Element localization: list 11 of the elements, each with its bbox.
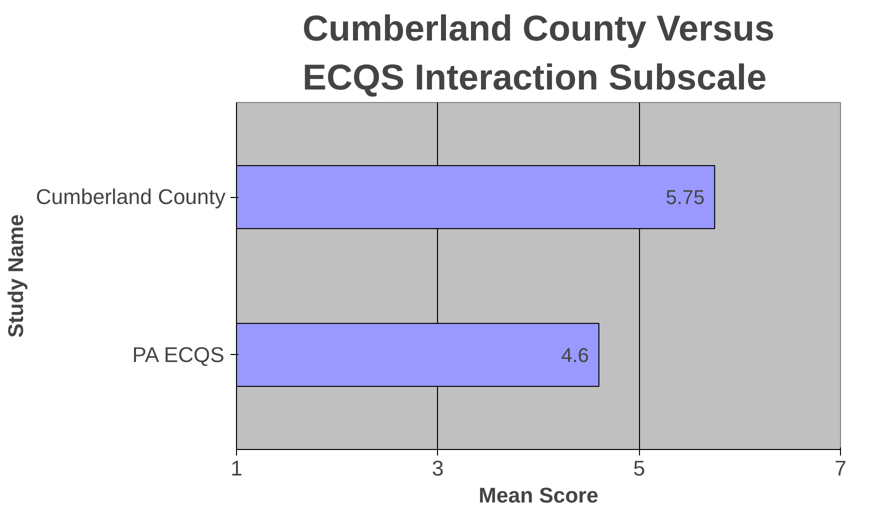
chart-title: Cumberland County Versus ECQS Interaction Subscale <box>302 7 775 98</box>
x-tick-label: 3 <box>432 456 444 480</box>
x-tick-label: 1 <box>230 456 242 480</box>
x-tick-label: 7 <box>834 456 846 480</box>
y-tick-label: PA ECQS <box>132 342 224 367</box>
x-tick-label: 5 <box>633 456 646 480</box>
y-tick-label: Cumberland County <box>36 185 226 210</box>
x-axis-title: Mean Score <box>478 484 598 508</box>
data-label: 5.75 <box>666 187 705 210</box>
y-axis-title: Study Name <box>4 214 28 338</box>
data-label: 4.6 <box>561 344 589 367</box>
